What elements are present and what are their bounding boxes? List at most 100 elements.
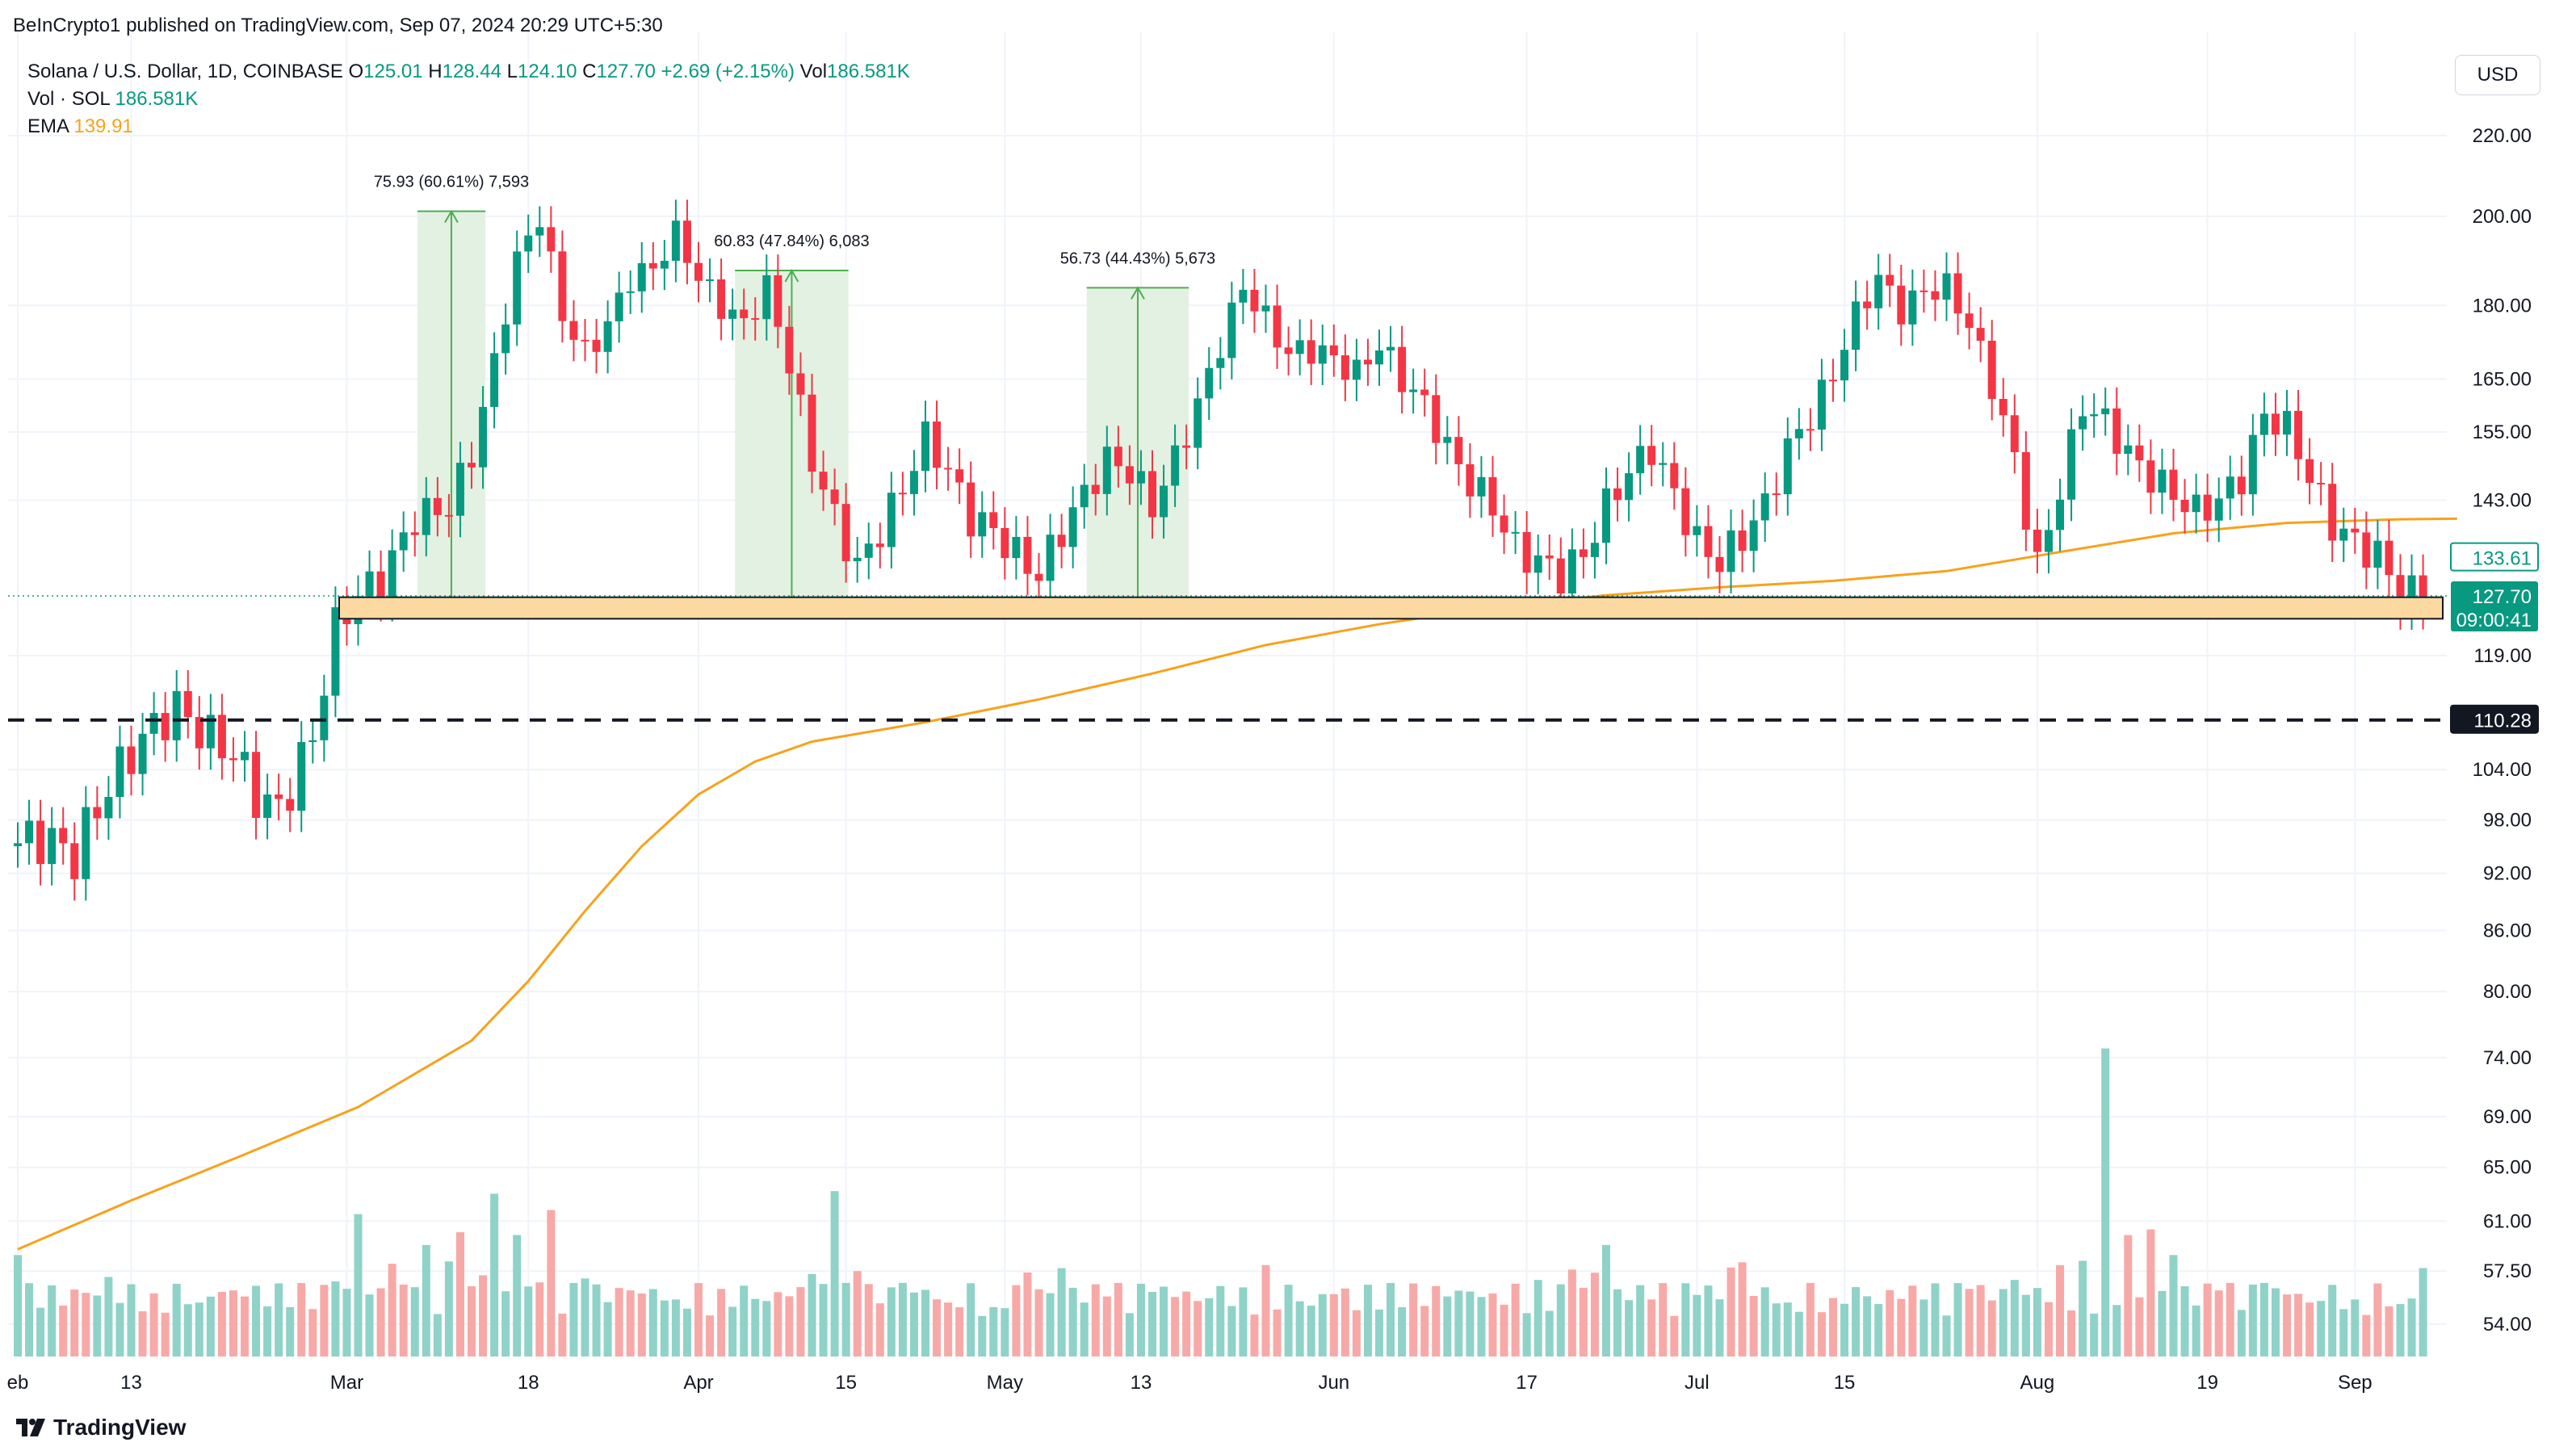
candle-up — [320, 695, 329, 740]
volume-bar — [410, 1287, 419, 1356]
volume-bar — [14, 1255, 22, 1356]
volume-bar — [513, 1235, 522, 1356]
candle-up — [1080, 484, 1089, 508]
price-tick-label: 220.00 — [2473, 125, 2532, 147]
volume-bar — [308, 1309, 317, 1356]
high-value: 128.44 — [442, 61, 501, 82]
candle-up — [1046, 535, 1055, 581]
candle-up — [921, 421, 929, 472]
legend-ema-row[interactable]: EMA 139.91 — [27, 113, 910, 140]
volume-bar — [1295, 1301, 1304, 1356]
measure-arrowhead — [444, 209, 459, 224]
volume-bar — [1387, 1282, 1395, 1356]
time-tick-label: Jul — [1684, 1372, 1710, 1394]
candle-up — [603, 321, 612, 352]
volume-bar — [433, 1314, 442, 1356]
volume-bar — [1261, 1264, 1270, 1356]
candle-down — [1398, 346, 1407, 392]
candle-down — [898, 493, 907, 495]
low-value: 124.10 — [518, 61, 577, 82]
volume-bar — [1715, 1299, 1724, 1356]
candle-up — [1783, 438, 1792, 495]
volume-bar — [1375, 1309, 1383, 1356]
time-axis[interactable]: eb 13 Mar 18 Apr 15 May 13 Jun 17 Jul 15 Aug 19 Sep — [7, 1372, 2373, 1394]
candle-down — [127, 746, 136, 774]
volume-bar — [2010, 1280, 2019, 1356]
candle-up — [1908, 290, 1917, 325]
volume-bar — [547, 1210, 556, 1356]
candle-up — [331, 607, 340, 696]
candle-down — [682, 220, 691, 263]
volume-bar — [1908, 1285, 1917, 1356]
volume-bar — [490, 1193, 499, 1356]
volume-bar — [989, 1306, 998, 1356]
candle-down — [1976, 328, 1985, 341]
volume-bar — [2169, 1255, 2178, 1356]
legend-volume-row[interactable]: Vol · SOL 186.581K — [27, 86, 910, 113]
time-tick-label: 17 — [1516, 1372, 1538, 1394]
price-tick-label: 119.00 — [2473, 645, 2532, 667]
price-axis[interactable]: 220.00 200.00 180.00 165.00 155.00 143.00 119.… — [2473, 125, 2532, 1335]
volume-bar — [875, 1303, 884, 1356]
candle-down — [740, 309, 749, 319]
candle-down — [1999, 398, 2008, 416]
volume-bar — [1647, 1299, 1656, 1356]
volume-bar — [581, 1278, 589, 1356]
volume-bar — [841, 1282, 850, 1356]
candle-down — [1886, 275, 1894, 286]
tradingview-logo[interactable]: TradingView — [16, 1415, 186, 1440]
volume-bar — [1874, 1304, 1883, 1356]
support-price-label-bg — [2450, 704, 2539, 734]
time-tick-label: Jun — [1318, 1372, 1349, 1394]
volume-bar — [1352, 1310, 1361, 1356]
candle-up — [1567, 549, 1576, 594]
candle-up — [864, 543, 873, 558]
candle-down — [2112, 408, 2121, 455]
volume-bar — [2259, 1282, 2268, 1356]
candle-up — [1318, 345, 1327, 364]
candle-up — [524, 235, 533, 252]
time-tick-label: 15 — [1834, 1372, 1856, 1394]
volume-bar — [444, 1261, 453, 1356]
candle-up — [887, 493, 896, 547]
volume-bar — [2079, 1260, 2087, 1356]
volume-bar — [1840, 1303, 1849, 1356]
candle-down — [1125, 466, 1134, 484]
candle-up — [1194, 398, 1202, 448]
candle-down — [1704, 526, 1713, 557]
candle-down — [1931, 291, 1940, 300]
candle-up — [671, 220, 680, 262]
volume-bar — [909, 1292, 918, 1356]
candle-down — [1466, 463, 1475, 497]
volume-series-label: Vol · SOL — [27, 88, 110, 110]
currency-button[interactable]: USD — [2455, 55, 2540, 95]
volume-bar — [1863, 1296, 1872, 1356]
volume-bar — [1965, 1289, 1974, 1356]
candle-down — [1329, 345, 1338, 356]
candle-up — [1749, 520, 1758, 551]
volume-bar — [660, 1300, 669, 1356]
support-zone — [8, 595, 2447, 722]
candle-up — [2090, 414, 2099, 417]
volume-bar — [1726, 1267, 1735, 1356]
volume-bar — [2317, 1301, 2326, 1356]
volume-bar — [535, 1282, 544, 1356]
volume-bar — [1556, 1284, 1565, 1356]
candle-down — [195, 716, 203, 748]
candle-up — [1239, 289, 1248, 303]
low-label: L — [506, 61, 518, 82]
volume-bar — [93, 1295, 102, 1356]
price-tick-label: 165.00 — [2473, 368, 2532, 390]
volume-bar — [1511, 1283, 1520, 1356]
candle-down — [694, 262, 703, 281]
ema-value: 139.91 — [73, 115, 133, 137]
candle-up — [2248, 434, 2257, 495]
volume-bar — [138, 1311, 147, 1356]
price-tick-label: 80.00 — [2483, 981, 2532, 1003]
candle-up — [728, 309, 737, 319]
candle-up — [479, 406, 488, 468]
time-tick-label: 13 — [1131, 1372, 1152, 1394]
volume-bar — [342, 1289, 351, 1356]
candle-up — [1205, 367, 1214, 399]
symbol-title[interactable]: Solana / U.S. Dollar, 1D, COINBASE — [27, 61, 343, 82]
